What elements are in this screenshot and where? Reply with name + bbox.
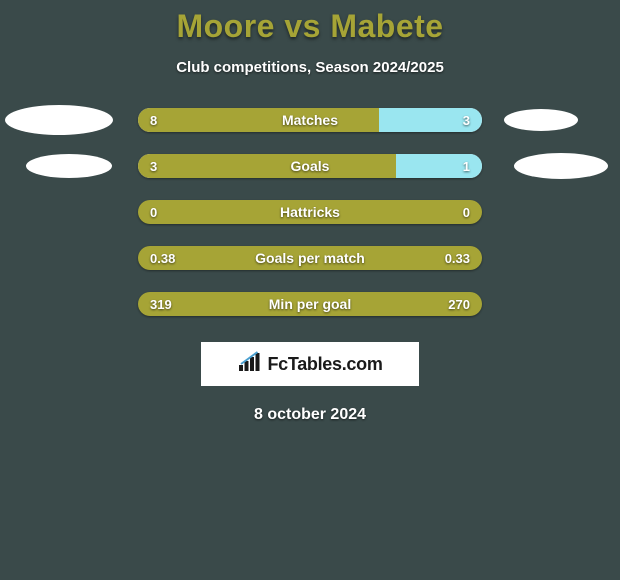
stat-row: 8 3 Matches [0, 108, 620, 132]
stat-left-value: 0.38 [150, 246, 175, 270]
stat-bar-left-fill [138, 108, 379, 132]
logo-box[interactable]: FcTables.com [201, 342, 419, 386]
stat-right-value: 0 [463, 200, 470, 224]
stat-row: 319 270 Min per goal [0, 292, 620, 316]
stat-left-value: 3 [150, 154, 157, 178]
player-right-ellipse [514, 153, 608, 179]
subtitle: Club competitions, Season 2024/2025 [0, 59, 620, 76]
stat-right-value: 0.33 [445, 246, 470, 270]
stat-bar-left-fill [138, 154, 396, 178]
stat-row: 0 0 Hattricks [0, 200, 620, 224]
stat-row: 0.38 0.33 Goals per match [0, 246, 620, 270]
stat-left-value: 319 [150, 292, 172, 316]
stat-left-value: 8 [150, 108, 157, 132]
stat-left-value: 0 [150, 200, 157, 224]
date-text: 8 october 2024 [0, 406, 620, 424]
stat-label: Goals [291, 154, 330, 178]
stat-label: Matches [282, 108, 338, 132]
stat-row: 3 1 Goals [0, 154, 620, 178]
stat-rows: 8 3 Matches 3 1 Goals 0 0 Hattricks 0.38 0.33 Goals… [0, 108, 620, 316]
player-left-ellipse [5, 105, 113, 135]
stat-label: Min per goal [269, 292, 351, 316]
logo-text: FcTables.com [267, 354, 382, 375]
stat-right-value: 3 [463, 108, 470, 132]
player-left-ellipse [26, 154, 112, 178]
stat-right-value: 1 [463, 154, 470, 178]
bars-chart-icon [237, 351, 263, 378]
player-right-ellipse [504, 109, 578, 131]
stat-right-value: 270 [448, 292, 470, 316]
stat-label: Goals per match [255, 246, 365, 270]
page-title: Moore vs Mabete [0, 8, 620, 45]
comparison-widget: Moore vs Mabete Club competitions, Seaso… [0, 0, 620, 424]
stat-label: Hattricks [280, 200, 340, 224]
